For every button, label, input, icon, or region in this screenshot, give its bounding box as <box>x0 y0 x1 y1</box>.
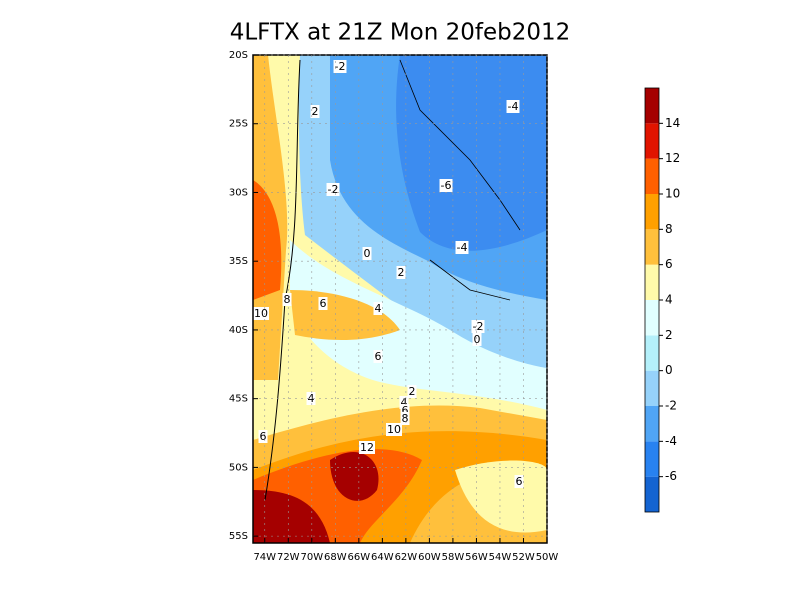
contour-label: -4 <box>457 241 468 254</box>
y-tick-label: 50S <box>229 462 248 473</box>
contour-label: 8 <box>402 412 409 425</box>
colorbar-box <box>645 88 659 124</box>
x-tick-label: 50W <box>536 552 559 563</box>
y-tick-label: 55S <box>229 531 248 542</box>
contour-label: 6 <box>320 297 327 310</box>
contour-label-bg <box>455 241 469 254</box>
contour-label: 0 <box>364 247 371 260</box>
colorbar-label: -2 <box>665 399 677 413</box>
colorbar-label: 14 <box>665 116 680 130</box>
colorbar-box <box>645 476 659 512</box>
x-tick-label: 58W <box>442 552 465 563</box>
contour-label-bg <box>400 404 410 417</box>
x-tick-label: 66W <box>348 552 371 563</box>
colorbar-label: 2 <box>665 328 673 342</box>
contour-label-bg <box>407 385 417 398</box>
colorbar-label: 12 <box>665 151 680 165</box>
contour-label: 10 <box>254 307 268 320</box>
colorbar-label: -6 <box>665 469 677 483</box>
contour-label: 4 <box>375 302 382 315</box>
colorbar-label: 10 <box>665 187 680 201</box>
colorbar-box <box>645 370 659 406</box>
contour-label: 4 <box>308 392 315 405</box>
colorbar-label: 6 <box>665 257 673 271</box>
title: 4LFTX at 21Z Mon 20feb2012 <box>230 20 571 46</box>
contour-label: 10 <box>387 423 401 436</box>
contour-label-bg <box>386 423 402 436</box>
x-tick-label: 72W <box>277 552 300 563</box>
x-tick-label: 62W <box>395 552 418 563</box>
contour-label-bg <box>514 475 524 488</box>
colorbar-box <box>645 194 659 230</box>
contour-label: -6 <box>441 179 452 192</box>
x-tick-label: 70W <box>300 552 323 563</box>
contour-label-bg <box>333 60 347 73</box>
contour-label-bg <box>399 396 409 409</box>
colorbar-box <box>645 229 659 265</box>
colorbar-label: 8 <box>665 222 673 236</box>
contour-label-bg <box>253 307 269 320</box>
y-tick-label: 25S <box>229 119 248 130</box>
contour-label: 6 <box>516 475 523 488</box>
contour-label: -4 <box>508 100 519 113</box>
contour-label-bg <box>506 100 520 113</box>
contour-label-bg <box>318 297 328 310</box>
contour-label: -2 <box>328 183 339 196</box>
colorbar-box <box>645 158 659 194</box>
map-frame <box>252 54 548 544</box>
y-tick-label: 35S <box>229 256 248 267</box>
contour-label-bg <box>400 412 410 425</box>
contour-label-bg <box>439 179 453 192</box>
contour-label-bg <box>258 430 268 443</box>
contour-label: 2 <box>398 266 405 279</box>
contour-label-bg <box>359 441 375 454</box>
x-tick-label: 52W <box>512 552 535 563</box>
y-tick-label: 40S <box>229 325 248 336</box>
axes: 74W 72W 70W 68W 66W 64W 62W 60W 58W 56W 54W 52W 50W 2… <box>229 50 558 563</box>
colorbar-box <box>645 123 659 159</box>
x-tick-label: 74W <box>253 552 276 563</box>
colorbar: -6 -4 -2 0 2 4 6 8 10 12 14 <box>644 87 680 513</box>
x-tick-label: 56W <box>465 552 488 563</box>
x-tick-label: 64W <box>371 552 394 563</box>
map-fill <box>253 55 547 543</box>
contour-label: 6 <box>375 350 382 363</box>
colorbar-box <box>645 264 659 300</box>
contour-label-bg <box>310 105 320 118</box>
colorbar-label: 4 <box>665 293 673 307</box>
contour-label-bg <box>373 350 383 363</box>
contour-label-bg <box>282 293 292 306</box>
contour-label: 6 <box>260 430 267 443</box>
contour-label: 2 <box>312 105 319 118</box>
contour-label: 2 <box>409 385 416 398</box>
colorbar-box <box>645 441 659 477</box>
contour-label: -2 <box>335 60 346 73</box>
x-tick-label: 54W <box>489 552 512 563</box>
contour-label: 12 <box>360 441 374 454</box>
x-tick-label: 68W <box>324 552 347 563</box>
contour-label: 4 <box>401 396 408 409</box>
colorbar-box <box>645 335 659 371</box>
colorbar-box <box>645 406 659 442</box>
contour-label-bg <box>362 247 372 260</box>
colorbar-label: -4 <box>665 434 677 448</box>
contour-labels: -2 2 -4 -6 -2 -4 0 2 8 6 4 10 -2 0 6 4 2… <box>253 60 524 488</box>
contour-label: -2 <box>473 320 484 333</box>
contour-label-bg <box>326 183 340 196</box>
y-tick-label: 45S <box>229 394 248 405</box>
contour-label-bg <box>396 266 406 279</box>
colorbar-box <box>645 300 659 336</box>
contour-label: 6 <box>402 404 409 417</box>
x-tick-label: 60W <box>418 552 441 563</box>
contour-label: 8 <box>284 293 291 306</box>
contour-label-bg <box>306 392 316 405</box>
y-tick-label: 20S <box>229 50 248 61</box>
contour-label-bg <box>472 333 482 346</box>
contour-label-bg <box>373 302 383 315</box>
colorbar-label: 0 <box>665 363 673 377</box>
contour-label: 0 <box>474 333 481 346</box>
y-tick-label: 30S <box>229 187 248 198</box>
